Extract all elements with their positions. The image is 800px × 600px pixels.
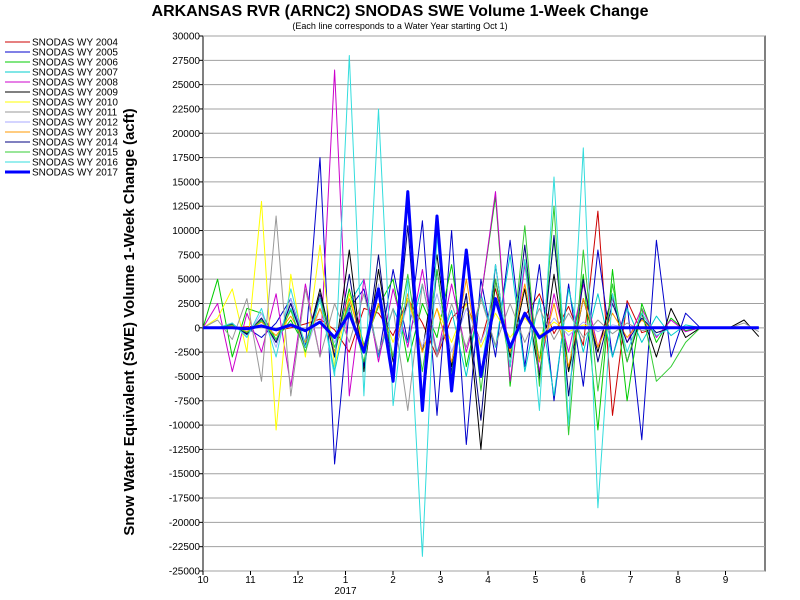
y-tick-label: 2500 [178, 299, 201, 310]
legend-label: SNODAS WY 2013 [32, 128, 118, 139]
legend-label: SNODAS WY 2014 [32, 138, 118, 149]
axis-layer: 3000027500250002250020000175001500012500… [169, 32, 729, 598]
x-year-label: 2017 [334, 586, 357, 597]
y-tick-label: -5000 [174, 372, 200, 383]
y-tick-label: -15000 [169, 469, 201, 480]
legend-label: SNODAS WY 2016 [32, 158, 118, 169]
x-tick-label: 6 [580, 575, 586, 586]
legend-label: SNODAS WY 2017 [32, 168, 118, 179]
legend-label: SNODAS WY 2008 [32, 78, 118, 89]
x-tick-label: 5 [533, 575, 539, 586]
legend-label: SNODAS WY 2011 [32, 108, 118, 119]
legend-label: SNODAS WY 2009 [32, 88, 118, 99]
x-tick-label: 12 [292, 575, 304, 586]
y-tick-label: -12500 [169, 445, 201, 456]
x-tick-label: 8 [675, 575, 681, 586]
y-tick-label: -25000 [169, 567, 201, 578]
y-tick-label: -2500 [174, 348, 200, 359]
series-layer [202, 55, 760, 557]
y-tick-label: 27500 [172, 56, 200, 67]
x-tick-label: 7 [628, 575, 634, 586]
y-tick-label: 10000 [172, 226, 200, 237]
x-tick-label: 4 [485, 575, 491, 586]
y-axis-label: Snow Water Equivalent (SWE) Volume 1-Wee… [121, 108, 138, 535]
x-tick-label: 1 [343, 575, 349, 586]
series-line-snodas-wy-2015 [203, 205, 759, 436]
grid-layer [202, 35, 766, 572]
y-tick-label: 7500 [178, 250, 201, 261]
y-tick-label: 12500 [172, 202, 200, 213]
y-tick-label: 22500 [172, 104, 200, 115]
x-tick-label: 3 [438, 575, 444, 586]
x-tick-label: 2 [390, 575, 396, 586]
series-line-snodas-wy-2017 [203, 190, 759, 412]
series-line-snodas-wy-2014 [203, 225, 759, 421]
y-tick-label: -10000 [169, 421, 201, 432]
legend-label: SNODAS WY 2005 [32, 48, 118, 59]
y-tick-label: -22500 [169, 542, 201, 553]
y-tick-label: 0 [194, 323, 200, 334]
legend-label: SNODAS WY 2006 [32, 58, 118, 69]
legend-label: SNODAS WY 2004 [32, 38, 118, 49]
y-tick-label: -17500 [169, 494, 201, 505]
y-tick-label: 15000 [172, 177, 200, 188]
y-tick-label: 20000 [172, 129, 200, 140]
y-tick-label: 30000 [172, 32, 200, 43]
legend-label: SNODAS WY 2015 [32, 148, 118, 159]
legend-label: SNODAS WY 2012 [32, 118, 118, 129]
x-tick-label: 9 [723, 575, 729, 586]
y-tick-label: 25000 [172, 80, 200, 91]
x-tick-label: 10 [197, 575, 209, 586]
y-tick-label: 5000 [178, 275, 201, 286]
chart-subtitle: (Each line corresponds to a Water Year s… [292, 21, 507, 31]
x-tick-label: 11 [245, 575, 256, 586]
y-tick-label: 17500 [172, 153, 200, 164]
y-tick-label: -7500 [174, 396, 200, 407]
legend-label: SNODAS WY 2007 [32, 68, 118, 79]
chart-title: ARKANSAS RVR (ARNC2) SNODAS SWE Volume 1… [152, 3, 649, 20]
legend-label: SNODAS WY 2010 [32, 98, 118, 109]
y-tick-label: -20000 [169, 518, 201, 529]
